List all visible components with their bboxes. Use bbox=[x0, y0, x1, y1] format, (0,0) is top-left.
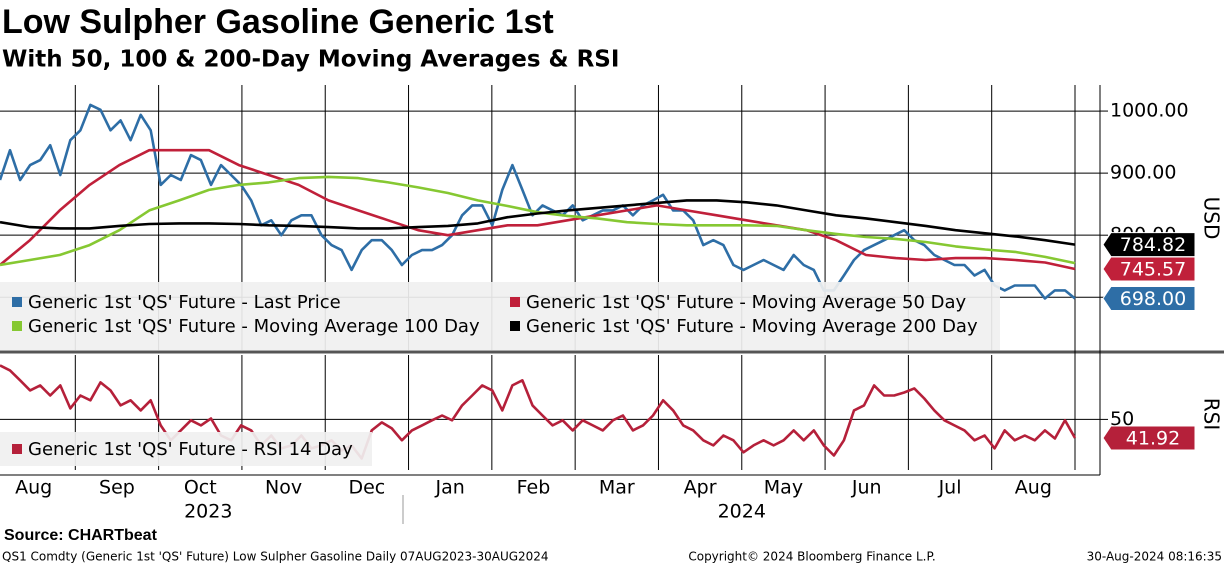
end-value-label: 41.92 bbox=[1126, 427, 1180, 449]
end-value-label: 698.00 bbox=[1120, 288, 1186, 310]
legend-swatch bbox=[12, 321, 22, 331]
series-line bbox=[0, 199, 1076, 246]
legend-swatch bbox=[510, 297, 520, 307]
legend-swatch bbox=[12, 297, 22, 307]
end-value-box bbox=[1102, 425, 1196, 451]
x-tick-label: Oct bbox=[184, 477, 217, 499]
end-value-box bbox=[1102, 285, 1196, 311]
series-line bbox=[0, 175, 1076, 267]
year-label: 2023 bbox=[184, 501, 232, 523]
footer-right: 30-Aug-2024 08:16:35 bbox=[1087, 550, 1222, 564]
x-tick-label: Apr bbox=[684, 477, 717, 499]
series-line bbox=[0, 148, 1076, 271]
series-line bbox=[0, 103, 1076, 300]
y-tick-label: 1000.00 bbox=[1110, 100, 1189, 122]
x-tick-label: Aug bbox=[15, 477, 52, 499]
legend-label: Generic 1st 'QS' Future - RSI 14 Day bbox=[28, 439, 353, 460]
title: Low Sulpher Gasoline Generic 1st bbox=[2, 3, 554, 41]
end-value-label: 784.82 bbox=[1120, 234, 1186, 256]
x-tick-label: Mar bbox=[599, 477, 635, 499]
end-value-label: 745.57 bbox=[1120, 258, 1186, 280]
legend-label: Generic 1st 'QS' Future - Moving Average… bbox=[526, 316, 978, 337]
footer-center: Copyright© 2024 Bloomberg Finance L.P. bbox=[688, 550, 935, 564]
x-tick-label: May bbox=[764, 477, 803, 499]
x-tick-label: Jul bbox=[938, 477, 962, 499]
legend-label: Generic 1st 'QS' Future - Last Price bbox=[28, 292, 341, 313]
source: Source: CHARTbeat bbox=[4, 527, 158, 544]
x-tick-label: Dec bbox=[348, 477, 385, 499]
x-tick-label: Jun bbox=[851, 477, 882, 499]
legend-swatch bbox=[510, 321, 520, 331]
y-tick-label: 900.00 bbox=[1110, 162, 1176, 184]
legend-box bbox=[0, 282, 1000, 350]
footer-left: QS1 Comdty (Generic 1st 'QS' Future) Low… bbox=[2, 550, 549, 564]
x-tick-label: Jan bbox=[435, 477, 465, 499]
year-label: 2024 bbox=[718, 501, 766, 523]
legend-label: Generic 1st 'QS' Future - Moving Average… bbox=[28, 316, 480, 337]
x-tick-label: Sep bbox=[99, 477, 135, 499]
y-axis-label: RSI bbox=[1200, 398, 1224, 431]
end-value-box bbox=[1102, 232, 1196, 258]
y-tick-label: 50 bbox=[1110, 408, 1134, 430]
legend-label: Generic 1st 'QS' Future - Moving Average… bbox=[526, 292, 967, 313]
legend-box bbox=[0, 432, 372, 466]
x-tick-label: Nov bbox=[265, 477, 302, 499]
subtitle: With 50, 100 & 200-Day Moving Averages &… bbox=[2, 47, 619, 73]
legend-swatch bbox=[12, 444, 22, 454]
x-tick-label: Feb bbox=[517, 477, 551, 499]
end-value-box bbox=[1102, 256, 1196, 282]
x-tick-label: Aug bbox=[1015, 477, 1052, 499]
y-axis-label: USD bbox=[1200, 197, 1224, 240]
